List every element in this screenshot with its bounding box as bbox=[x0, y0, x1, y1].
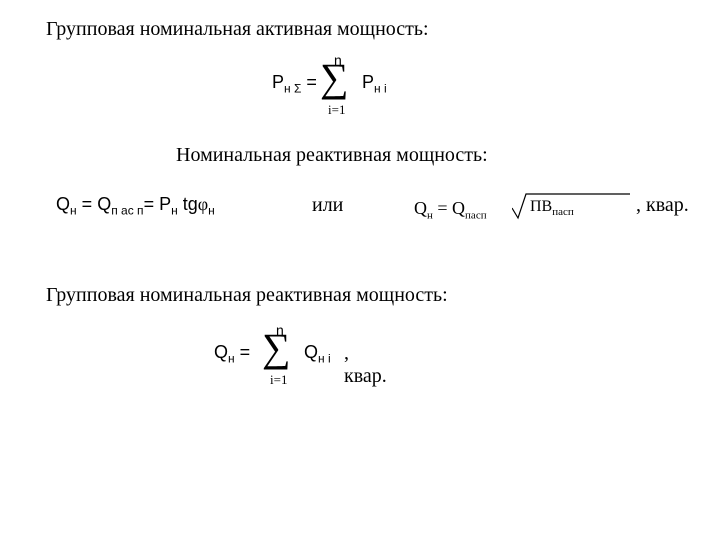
pv: ПВ bbox=[530, 198, 552, 215]
phi-icon: φ bbox=[198, 194, 208, 214]
sym-P: P bbox=[272, 72, 284, 92]
sym-Q2: Q bbox=[97, 194, 111, 214]
unit-kvar-2: , квар. bbox=[344, 342, 394, 388]
formula-Q-tgphi: Qн = Qп ас п= Pн tgφн bbox=[56, 194, 215, 218]
sym-Q5: Q bbox=[214, 342, 228, 362]
sub-n3: н bbox=[208, 204, 215, 218]
text-or: или bbox=[312, 194, 343, 217]
sub-n-sigma: н Σ bbox=[284, 82, 301, 96]
sqrt-radical: ПВпасп bbox=[512, 190, 632, 220]
sym-Q6: Q bbox=[304, 342, 318, 362]
tg: tg bbox=[183, 194, 198, 214]
sub-n5: н bbox=[228, 352, 235, 366]
sub-n4: н bbox=[427, 210, 433, 222]
formula-reactive-power-row: Qн = Qп ас п= Pн tgφн или Qн = Qпасп ПВп… bbox=[56, 190, 696, 230]
formula-sum-active-power: Pн Σ = n ∑ i=1 Pн i bbox=[272, 52, 452, 132]
sym-Q1: Q bbox=[56, 194, 70, 214]
unit-kvar-1: , квар. bbox=[636, 194, 689, 217]
formula1-lhs: Pн Σ = bbox=[272, 72, 317, 96]
formula1-rhs: Pн i bbox=[362, 72, 387, 96]
formula-sum-reactive-power: Qн = n ∑ i=1 Qн i , квар. bbox=[214, 322, 394, 402]
document-page: Групповая номинальная активная мощность:… bbox=[0, 0, 720, 540]
eq4: = bbox=[240, 342, 251, 362]
sym-P2: P bbox=[159, 194, 171, 214]
sub-pasp2: пасп bbox=[465, 210, 487, 222]
sub-pasp: п ас п bbox=[111, 204, 143, 218]
sigma-icon: ∑ bbox=[320, 58, 349, 98]
eq3: = bbox=[437, 198, 447, 218]
sigma-icon-2: ∑ bbox=[262, 328, 291, 368]
formula-Q-sqrt: Qн = Qпасп ПВпасп bbox=[414, 190, 634, 230]
sym-Q3: Q bbox=[414, 198, 427, 218]
sum-lower-i: i=1 bbox=[328, 102, 345, 118]
sub-n1: н bbox=[70, 204, 77, 218]
heading-group-reactive-power: Групповая номинальная реактивная мощност… bbox=[46, 284, 448, 307]
sym-Q4: Q bbox=[452, 198, 465, 218]
sum-lower-i-2: i=1 bbox=[270, 372, 287, 388]
heading-active-power: Групповая номинальная активная мощность: bbox=[46, 18, 429, 41]
eq1: = bbox=[82, 194, 93, 214]
eq-sign: = bbox=[306, 72, 317, 92]
sqrt-content: ПВпасп bbox=[530, 198, 574, 218]
sub-n-i: н i bbox=[374, 82, 387, 96]
sym-P-i: P bbox=[362, 72, 374, 92]
sub-pasp3: пасп bbox=[552, 206, 574, 218]
sub-n-i-2: н i bbox=[318, 352, 331, 366]
sub-n2: н bbox=[171, 204, 178, 218]
formula3-rhs: Qн i bbox=[304, 342, 331, 366]
sqrt-lhs: Qн = Qпасп bbox=[414, 198, 487, 222]
heading-reactive-power: Номинальная реактивная мощность: bbox=[176, 144, 488, 167]
formula3-lhs: Qн = bbox=[214, 342, 250, 366]
eq2: = bbox=[144, 194, 155, 214]
